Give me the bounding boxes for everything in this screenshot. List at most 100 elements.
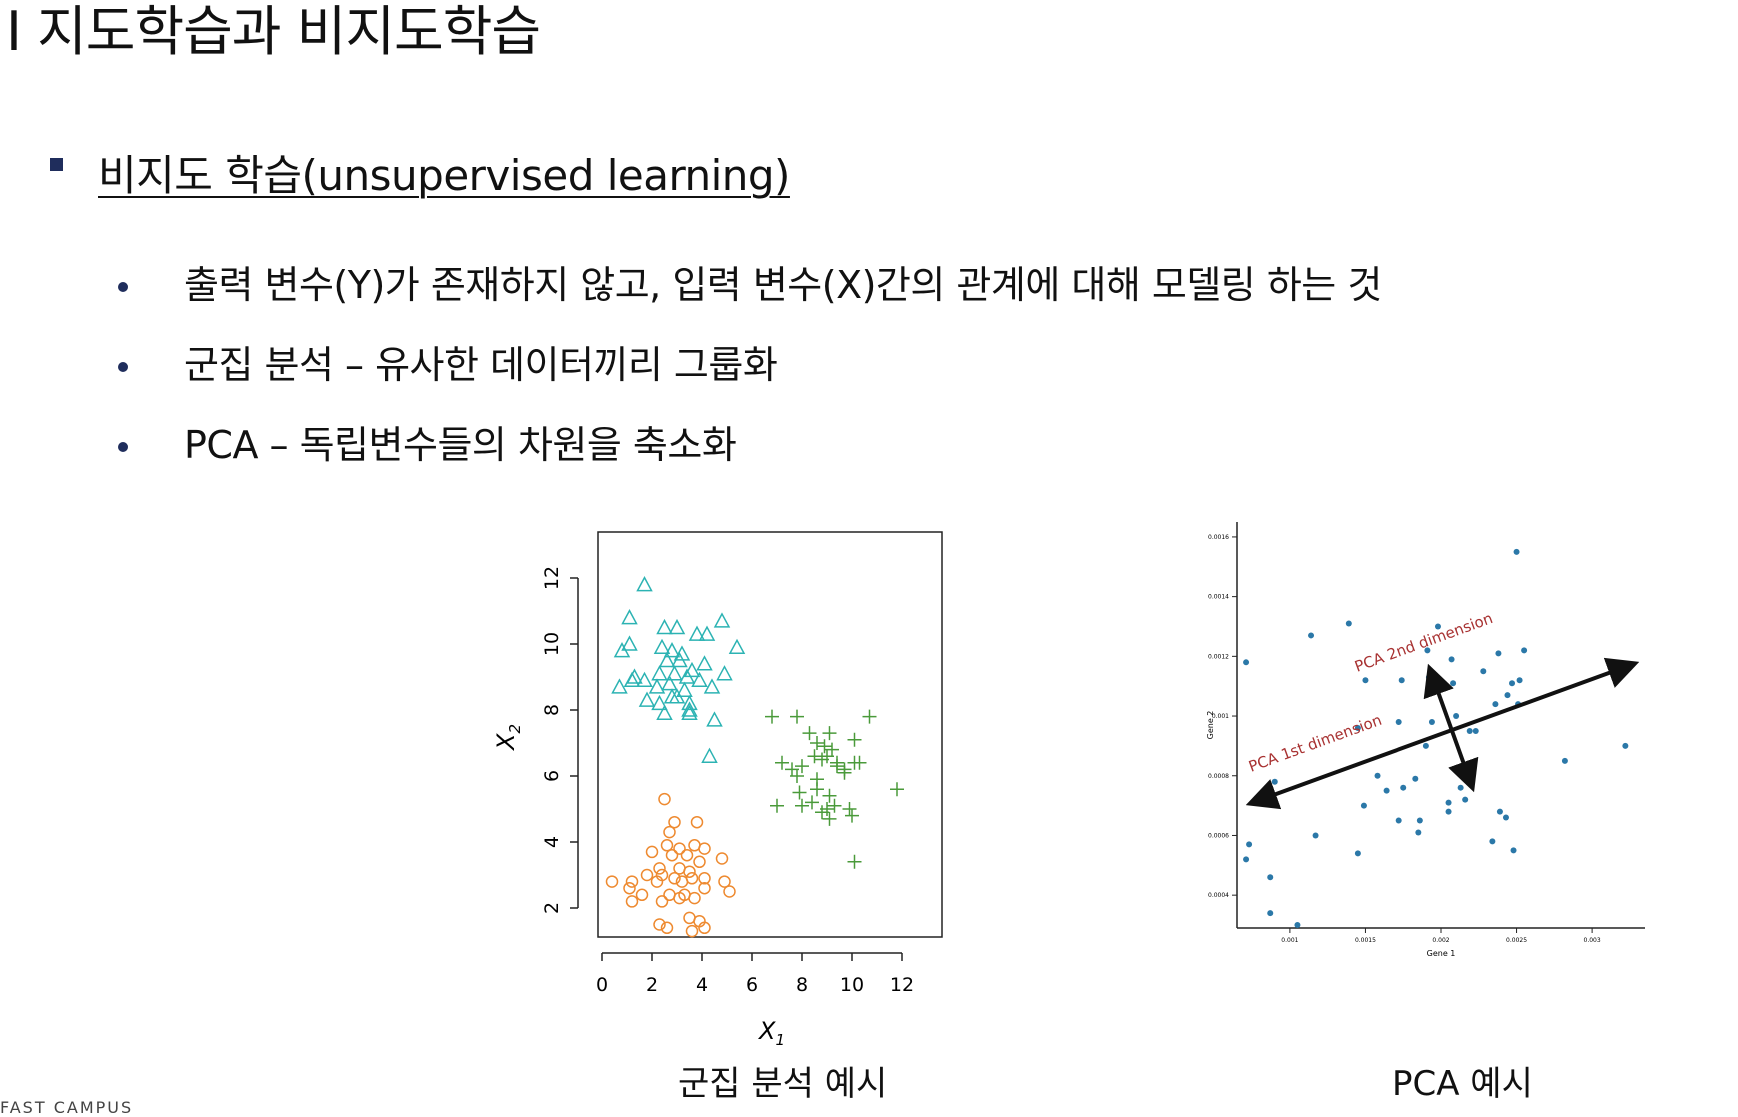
circle-point xyxy=(653,918,666,931)
circle-point xyxy=(715,852,729,865)
data-point xyxy=(1395,719,1402,726)
data-point xyxy=(1246,841,1253,848)
circle-point xyxy=(675,875,689,888)
circle-point xyxy=(668,815,681,829)
data-point xyxy=(1509,680,1516,687)
triangle-point xyxy=(668,618,686,635)
data-point xyxy=(1422,742,1429,749)
triangle-point xyxy=(651,665,668,681)
pca-caption: PCA 예시 xyxy=(1392,1064,1533,1104)
data-point xyxy=(1267,874,1274,881)
plus-point xyxy=(817,739,832,754)
x-axis-label: Gene 1 xyxy=(1427,949,1456,958)
y-tick-label: 12 xyxy=(541,566,563,590)
circle-point xyxy=(663,825,676,839)
data-point xyxy=(1428,719,1435,726)
triangle-point xyxy=(623,671,641,688)
circle-point xyxy=(693,855,706,869)
pca-1st-dimension-label: PCA 1st dimension xyxy=(1246,711,1384,776)
data-point xyxy=(1243,659,1250,666)
plus-point xyxy=(837,765,852,780)
data-point xyxy=(1445,808,1452,815)
data-point xyxy=(1267,910,1274,917)
data-point xyxy=(1345,620,1352,627)
circle-point xyxy=(668,872,681,885)
data-point xyxy=(1312,832,1319,839)
triangle-point xyxy=(716,665,733,681)
data-point xyxy=(1448,656,1455,663)
y-tick-label: 6 xyxy=(541,770,563,782)
circle-point xyxy=(688,891,701,905)
x-axis-label-main: X xyxy=(757,1017,776,1045)
data-point xyxy=(1412,775,1419,782)
circle-point xyxy=(673,842,686,855)
triangle-point xyxy=(636,576,653,592)
data-point xyxy=(1416,817,1423,824)
plus-point xyxy=(822,811,837,826)
triangle-point xyxy=(653,638,671,655)
plus-point xyxy=(842,802,857,816)
plot-frame xyxy=(597,531,943,938)
triangle-point xyxy=(671,651,688,668)
y-tick-label: 0.0014 xyxy=(1208,594,1229,601)
plus-point xyxy=(810,736,824,750)
plus-point xyxy=(830,755,844,770)
plus-point xyxy=(810,782,824,797)
data-point xyxy=(1354,850,1361,857)
triangle-point xyxy=(688,625,706,641)
plus-point xyxy=(790,769,804,783)
bullet-text: 출력 변수(Y)가 존재하지 않고, 입력 변수(X)간의 관계에 대해 모델링… xyxy=(184,263,1382,307)
circle-point xyxy=(660,839,674,852)
data-point xyxy=(1480,668,1487,675)
circle-point xyxy=(623,881,636,895)
data-point xyxy=(1294,922,1301,929)
data-point xyxy=(1495,650,1502,657)
triangle-point xyxy=(673,645,691,661)
circle-point xyxy=(693,914,706,928)
plus-point xyxy=(862,709,877,724)
triangle-point xyxy=(681,704,698,721)
circle-point xyxy=(673,891,686,905)
plus-point xyxy=(807,749,822,764)
triangle-point xyxy=(621,609,638,625)
triangle-point xyxy=(678,668,696,684)
plus-point xyxy=(847,854,862,869)
y-tick-label: 2 xyxy=(541,902,563,914)
data-point xyxy=(1513,548,1520,555)
data-point xyxy=(1395,817,1402,824)
data-point xyxy=(1466,727,1473,734)
plus-point xyxy=(765,709,779,724)
x-tick-label: 0.0015 xyxy=(1355,937,1376,944)
triangle-point xyxy=(613,642,631,658)
circle-point xyxy=(680,848,694,862)
y-tick-label: 0.0006 xyxy=(1208,832,1229,839)
triangle-point xyxy=(656,618,673,635)
circle-point xyxy=(698,872,711,885)
cluster-caption: 군집 분석 예시 xyxy=(678,1064,888,1104)
section-heading: 비지도 학습(unsupervised learning) xyxy=(98,151,790,200)
data-point xyxy=(1516,677,1523,684)
plus-point xyxy=(820,802,834,816)
triangle-point xyxy=(668,688,686,704)
x-tick-label: 4 xyxy=(696,974,708,996)
triangle-point xyxy=(706,711,723,727)
triangle-point xyxy=(658,651,676,668)
round-bullet-icon xyxy=(118,282,128,292)
plus-point xyxy=(852,755,867,770)
triangle-point xyxy=(666,665,683,681)
plus-point xyxy=(790,709,804,724)
plus-point xyxy=(792,785,807,800)
data-point xyxy=(1424,647,1431,654)
circle-point xyxy=(685,924,699,938)
triangle-point xyxy=(656,704,673,721)
x-tick-label: 0.001 xyxy=(1281,937,1298,944)
triangle-point xyxy=(638,691,656,707)
circle-point xyxy=(690,815,704,829)
data-point xyxy=(1362,677,1369,684)
data-point xyxy=(1374,772,1381,779)
circle-point xyxy=(650,875,664,888)
triangle-point xyxy=(698,625,716,641)
data-point xyxy=(1561,757,1568,764)
data-point xyxy=(1360,802,1367,809)
